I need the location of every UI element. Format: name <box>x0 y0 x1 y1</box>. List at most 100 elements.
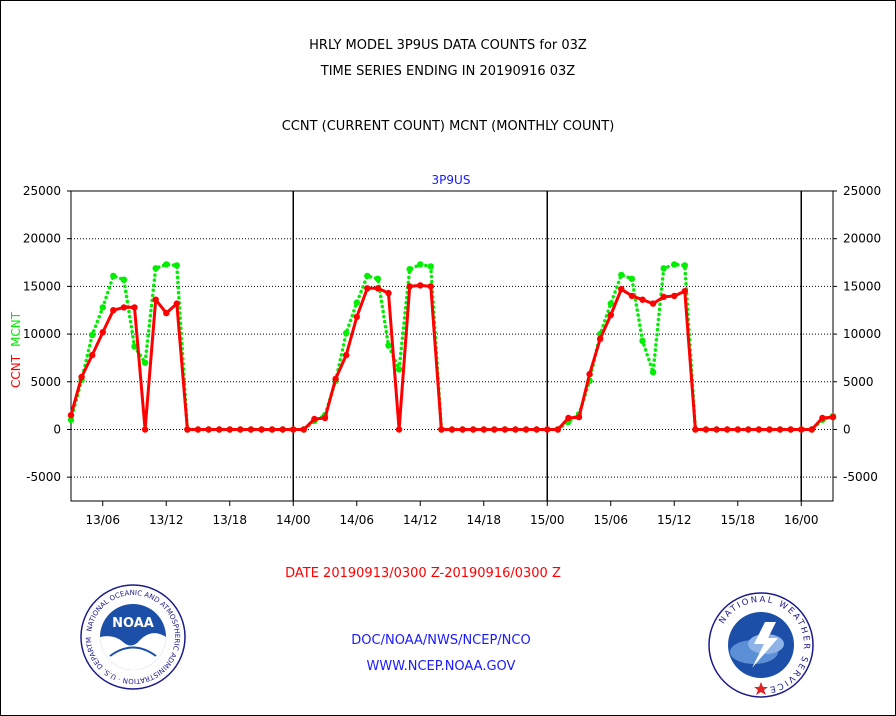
x-tick-label: 16/00 <box>784 513 819 527</box>
chart-title-line-2: TIME SERIES ENDING IN 20190916 03Z <box>320 64 576 79</box>
ccnt-point <box>237 426 244 433</box>
y-tick-label-right: -5000 <box>843 470 878 484</box>
y-tick-label-left: 5000 <box>30 375 61 389</box>
mcnt-point <box>427 263 434 270</box>
ccnt-point <box>829 413 837 421</box>
x-tick-label: 15/18 <box>720 513 755 527</box>
ccnt-point <box>226 426 233 433</box>
ccnt-point <box>163 309 170 317</box>
mcnt-point <box>395 366 403 373</box>
y-tick-label-right: 20000 <box>843 232 881 246</box>
ccnt-point <box>671 292 678 300</box>
mcnt-point <box>406 266 413 273</box>
mcnt-point <box>99 304 107 311</box>
x-tick-label: 14/00 <box>276 513 311 527</box>
ccnt-point <box>745 426 752 433</box>
mcnt-point <box>163 261 170 268</box>
ccnt-point <box>755 426 763 433</box>
ccnt-point <box>597 335 604 342</box>
y-tick-label-left: 25000 <box>23 184 61 198</box>
ccnt-point <box>374 285 382 292</box>
x-tick-label: 15/00 <box>530 513 565 527</box>
ccnt-point <box>565 414 572 422</box>
y-tick-label-right: 10000 <box>843 327 881 341</box>
mcnt-point <box>353 299 360 306</box>
ccnt-point <box>586 370 593 378</box>
ccnt-point <box>353 313 360 321</box>
series-ccnt <box>67 282 837 433</box>
ccnt-point <box>152 296 159 303</box>
ccnt-point <box>78 373 85 381</box>
mcnt-point <box>120 276 128 283</box>
doc-noaa-link[interactable]: DOC/NOAA/NWS/NCEP/NCO <box>351 633 531 648</box>
ccnt-point <box>702 426 710 433</box>
y-axis-label-text: CCNT MCNT <box>9 311 23 388</box>
y-tick-label-right: 15000 <box>843 279 881 293</box>
ccnt-point <box>268 426 276 433</box>
x-tick-label: 14/12 <box>403 513 438 527</box>
x-tick-label: 13/12 <box>149 513 184 527</box>
ccnt-point <box>258 426 265 433</box>
ccnt-point <box>787 426 794 433</box>
noaa-logo-text: NOAA <box>112 616 154 631</box>
x-tick-label: 15/06 <box>593 513 628 527</box>
ccnt-point <box>279 426 286 433</box>
y-tick-label-left: -5000 <box>26 470 61 484</box>
ccnt-point <box>417 282 424 289</box>
mcnt-point <box>343 329 350 337</box>
ccnt-point <box>522 426 530 433</box>
y-tick-label-left: 15000 <box>23 279 61 293</box>
ccnt-point <box>724 426 731 433</box>
x-tick-label: 15/12 <box>657 513 692 527</box>
ccnt-point <box>385 289 392 297</box>
mcnt-point <box>649 369 657 376</box>
ccnt-point <box>448 426 456 433</box>
ccnt-point <box>99 329 107 336</box>
ccnt-point <box>819 414 826 422</box>
ccnt-point <box>776 426 784 433</box>
date-range-label: DATE 20190913/0300 Z-20190916/0300 Z <box>285 566 561 581</box>
y-tick-label-left: 0 <box>53 422 61 436</box>
ccnt-point <box>649 300 657 307</box>
mcnt-point <box>152 265 159 272</box>
ccnt-point <box>734 426 741 433</box>
ccnt-point <box>628 292 636 300</box>
x-tick-label: 13/18 <box>212 513 247 527</box>
ccnt-point <box>544 426 551 433</box>
ccnt-point <box>395 426 403 433</box>
ccnt-point <box>480 426 487 433</box>
series-layer <box>67 261 837 433</box>
ccnt-point <box>194 426 202 433</box>
mcnt-point <box>671 261 678 268</box>
y-axis-left: -5000 0 5000 10000 15000 20000 25000 <box>23 184 71 484</box>
x-tick-label: 14/06 <box>339 513 374 527</box>
mcnt-point <box>618 271 625 279</box>
y-axis-label-ccnt: CCNT <box>9 354 23 388</box>
ccnt-point <box>681 288 688 295</box>
ccnt-point <box>427 283 434 290</box>
mcnt-point <box>681 262 688 269</box>
ccnt-point <box>692 426 699 433</box>
ccnt-point <box>290 426 297 433</box>
mcnt-point <box>417 261 424 268</box>
ncep-website-link[interactable]: WWW.NCEP.NOAA.GOV <box>366 659 516 674</box>
y-axis-right: -5000 0 5000 10000 15000 20000 25000 <box>833 184 881 484</box>
ccnt-point <box>533 426 540 433</box>
y-tick-label-left: 20000 <box>23 232 61 246</box>
mcnt-point <box>628 275 636 282</box>
mcnt-point <box>110 272 117 280</box>
ccnt-point <box>205 426 212 433</box>
panel-label: 3P9US <box>432 173 471 187</box>
x-tick-label: 13/06 <box>85 513 120 527</box>
mcnt-point <box>141 359 149 366</box>
ccnt-point <box>364 285 371 292</box>
gridlines <box>71 238 833 478</box>
mcnt-point <box>67 416 75 424</box>
mcnt-point <box>173 262 180 269</box>
ccnt-point <box>639 296 646 303</box>
ccnt-point <box>406 283 413 290</box>
ccnt-point <box>575 413 583 421</box>
mcnt-point <box>639 337 646 344</box>
ccnt-point <box>618 286 625 293</box>
